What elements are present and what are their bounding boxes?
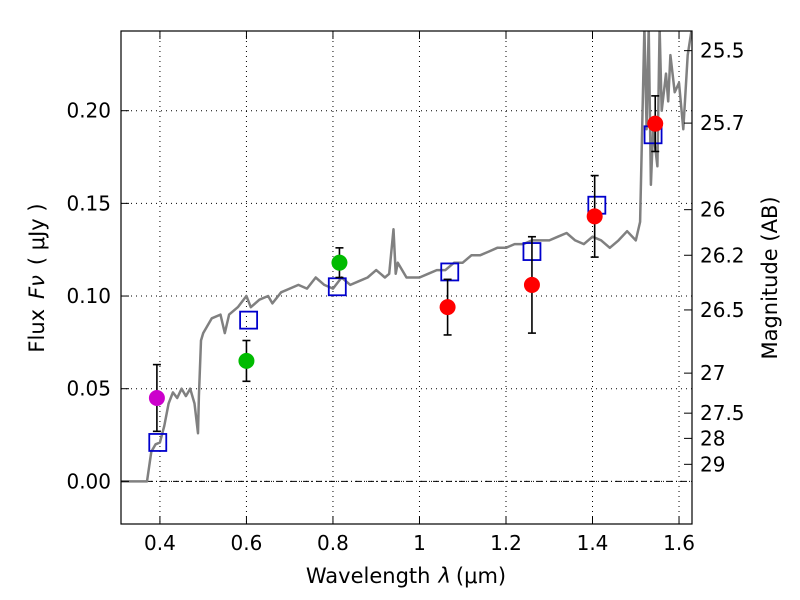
x-tick-label: 0.6: [231, 531, 263, 555]
observed-point: [586, 208, 603, 225]
model-photometry-square: [440, 262, 460, 282]
y-tick-label: 0.20: [66, 99, 111, 123]
x-axis: 0.4 0.6 0.8 1 1.2 1.4 1.6: [144, 31, 695, 555]
y-tick-label: 0.05: [66, 377, 111, 401]
observed-point: [439, 299, 456, 316]
x-tick-label: 1.6: [663, 531, 695, 555]
model-photometry-points: [148, 125, 663, 452]
observed-point: [331, 254, 348, 271]
observed-point: [238, 352, 255, 369]
y2-tick-label: 25.7: [700, 111, 745, 135]
model-spectrum-line: [121, 31, 692, 483]
y-axis-title: FluxFν( μJy ): [25, 203, 49, 352]
x-tick-label: 1.4: [577, 531, 609, 555]
y2-tick-label: 26.5: [700, 298, 745, 322]
y2-tick-label: 26.2: [700, 243, 745, 267]
model-photometry-square: [239, 310, 259, 330]
y2-tick-label: 27.5: [700, 401, 745, 425]
y-tick-label: 0.15: [66, 191, 111, 215]
observed-point: [647, 115, 664, 132]
x-tick-label: 1: [413, 531, 426, 555]
x-tick-label: 1.2: [490, 531, 522, 555]
y2-tick-label: 27: [700, 361, 725, 385]
y-tick-label: 0.10: [66, 284, 111, 308]
grid-lines: [121, 31, 692, 524]
observed-point: [148, 389, 165, 406]
plot-frame: [120, 30, 693, 525]
x-tick-label: 0.4: [144, 531, 176, 555]
y2-tick-label: 26: [700, 198, 725, 222]
y2-axis-title: Magnitude (AB): [758, 196, 782, 359]
observed-photometry-points: [148, 95, 664, 433]
y2-tick-label: 25.5: [700, 39, 745, 63]
y2-tick-label: 29: [700, 452, 725, 476]
observed-point: [523, 276, 540, 293]
y-tick-label: 0.00: [66, 469, 111, 493]
y2-tick-label: 28: [700, 426, 725, 450]
x-tick-label: 0.8: [317, 531, 349, 555]
x-axis-title: Wavelength λ (μm): [306, 564, 506, 588]
y-axis-left: 0.00 0.05 0.10 0.15 0.20: [66, 99, 129, 493]
model-photometry-square: [148, 433, 168, 452]
